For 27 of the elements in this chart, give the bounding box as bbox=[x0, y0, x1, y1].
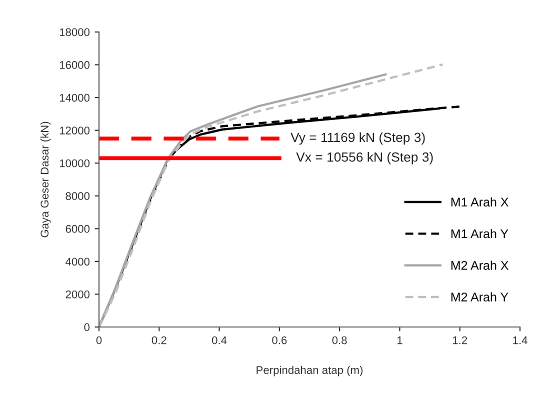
y-tick-label: 6000 bbox=[66, 224, 90, 233]
y-tick-label: 12000 bbox=[60, 126, 90, 134]
legend-label: M2 Arah Y bbox=[451, 292, 508, 302]
x-tick-label: 0.6 bbox=[272, 336, 287, 344]
legend-label: M1 Arah X bbox=[451, 197, 508, 207]
y-tick-label: 0 bbox=[84, 323, 90, 332]
y-tick-label: 4000 bbox=[66, 258, 90, 266]
x-tick-label: 0.8 bbox=[332, 336, 347, 344]
x-tick-label: 0.4 bbox=[212, 336, 227, 344]
y-tick-label: 2000 bbox=[66, 290, 90, 298]
x-tick-label: 1.2 bbox=[452, 336, 468, 344]
y-axis-title: Gaya Geser Dasar (kN) bbox=[40, 122, 51, 238]
y-tick-label: 18000 bbox=[60, 28, 90, 36]
legend-label: M2 Arah X bbox=[451, 260, 508, 270]
line-series bbox=[99, 63, 444, 327]
x-tick-label: 1 bbox=[397, 336, 402, 344]
annotation: Vx = 10556 kN (Step 3) bbox=[296, 152, 433, 164]
y-tick-label: 14000 bbox=[60, 94, 90, 102]
annotation: Vy = 11169 kN (Step 3) bbox=[290, 132, 425, 145]
legend-label: M1 Arah Y bbox=[451, 228, 508, 238]
y-tick-label: 8000 bbox=[66, 192, 90, 200]
y-tick-label: 16000 bbox=[60, 61, 90, 69]
x-tick-label: 0 bbox=[96, 336, 102, 344]
x-axis-title: Perpindahan atap (m) bbox=[256, 366, 363, 376]
x-tick-label: 1.4 bbox=[513, 336, 528, 344]
y-tick-label: 10000 bbox=[60, 159, 90, 168]
x-tick-label: 0.2 bbox=[152, 336, 166, 344]
